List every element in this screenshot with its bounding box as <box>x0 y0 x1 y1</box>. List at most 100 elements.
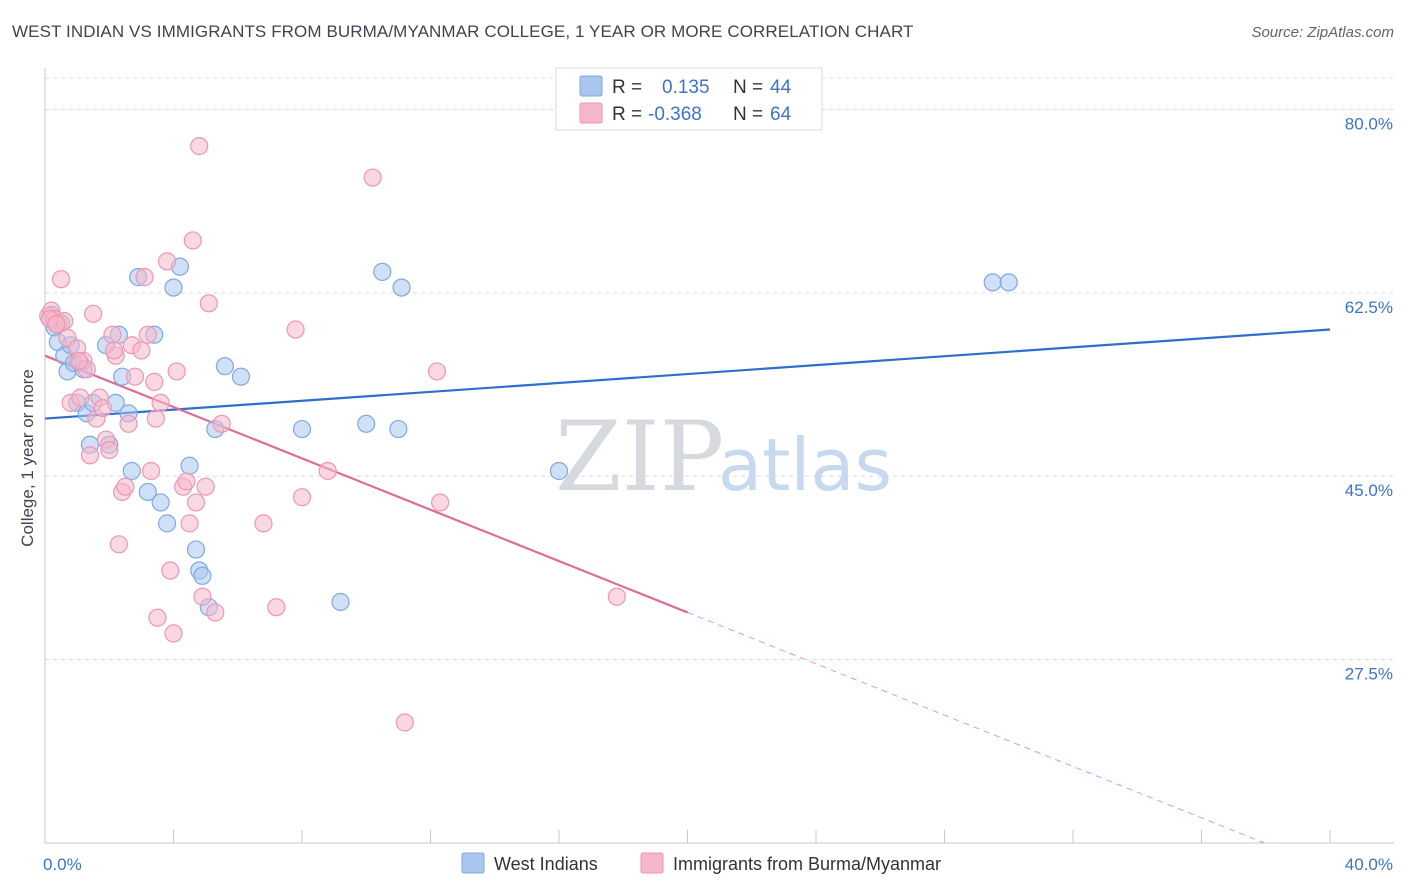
point-west-indians <box>357 414 376 433</box>
point-burma <box>206 603 225 622</box>
point-west-indians <box>186 540 206 559</box>
y-tick-label: 45.0% <box>1345 481 1393 500</box>
data-points <box>39 137 1018 732</box>
legend-n-label-2: N = <box>733 104 763 125</box>
legend-r-label-1: R = <box>612 77 642 98</box>
point-burma <box>71 388 90 407</box>
point-west-indians <box>373 262 392 281</box>
series-legend-swatch-burma <box>640 852 664 874</box>
point-burma <box>132 341 151 360</box>
point-burma <box>183 231 202 250</box>
point-burma <box>286 320 305 339</box>
point-west-indians <box>392 278 411 297</box>
y-tick-label: 62.5% <box>1345 298 1393 317</box>
point-burma <box>167 362 186 381</box>
point-burma <box>161 561 180 580</box>
point-burma <box>180 514 199 533</box>
legend-n-value-2: 64 <box>770 104 792 125</box>
point-west-indians <box>549 461 569 481</box>
legend-swatch-pink <box>579 102 603 124</box>
point-burma <box>51 270 71 289</box>
point-west-indians <box>999 273 1018 292</box>
legend-n-label-1: N = <box>733 77 763 98</box>
watermark: ZIP atlas <box>555 401 892 513</box>
trend-line-burma-extension <box>687 611 1265 844</box>
y-axis-label: College, 1 year or more <box>18 369 37 547</box>
trend-line-west-indians <box>44 328 1331 420</box>
point-burma <box>125 367 145 386</box>
point-west-indians <box>231 367 251 386</box>
x-tick-label: 40.0% <box>1345 855 1393 874</box>
point-burma <box>607 587 626 606</box>
point-burma <box>119 414 138 433</box>
point-west-indians <box>193 566 212 585</box>
point-burma <box>177 472 196 491</box>
chart-title: WEST INDIAN VS IMMIGRANTS FROM BURMA/MYA… <box>12 22 914 41</box>
point-burma <box>196 477 215 496</box>
x-tick-labels: 0.0% 40.0% <box>43 855 1393 874</box>
point-burma <box>80 446 100 465</box>
x-tick-label: 0.0% <box>43 855 82 874</box>
point-west-indians <box>164 278 183 297</box>
legend-r-value-1: 0.135 <box>662 77 710 98</box>
point-burma <box>212 414 231 433</box>
trend-lines <box>44 328 1331 844</box>
point-burma <box>100 440 119 460</box>
y-tick-labels: 27.5% 45.0% 62.5% 80.0% <box>1345 114 1393 683</box>
grid-lines <box>45 77 1394 661</box>
series-legend-burma: Immigrants from Burma/Myanmar <box>673 854 941 874</box>
point-burma <box>199 294 218 313</box>
watermark-atlas: atlas <box>718 423 892 507</box>
point-west-indians <box>151 493 170 512</box>
point-burma <box>318 461 337 481</box>
point-burma <box>267 598 286 617</box>
series-legend-swatch-west-indians <box>461 852 485 874</box>
point-west-indians <box>180 456 199 475</box>
point-burma <box>431 493 450 512</box>
point-burma <box>93 399 112 418</box>
point-burma <box>84 304 103 323</box>
point-burma <box>148 608 167 627</box>
legend-swatch-blue <box>579 75 603 97</box>
y-tick-label: 27.5% <box>1345 665 1393 684</box>
point-west-indians <box>331 592 350 612</box>
point-burma <box>254 514 273 533</box>
point-burma <box>157 252 177 271</box>
point-burma <box>151 393 170 412</box>
point-burma <box>109 535 128 554</box>
point-burma <box>141 461 161 481</box>
point-burma <box>190 137 209 156</box>
point-burma <box>427 362 447 381</box>
point-west-indians <box>122 461 141 481</box>
point-west-indians <box>157 514 177 533</box>
legend-r-value-2: -0.368 <box>648 104 702 125</box>
point-west-indians <box>983 273 1002 292</box>
point-burma <box>292 488 312 507</box>
point-burma <box>104 341 124 360</box>
point-west-indians <box>389 419 408 439</box>
axes <box>44 68 1394 844</box>
series-legend-west-indians: West Indians <box>494 854 598 874</box>
trend-line-burma <box>44 354 688 614</box>
series-legend: West Indians Immigrants from Burma/Myanm… <box>461 852 941 874</box>
point-burma <box>186 493 206 512</box>
point-west-indians <box>292 419 312 439</box>
source-label: Source: ZipAtlas.com <box>1251 24 1394 41</box>
point-burma <box>146 409 165 428</box>
y-tick-label: 80.0% <box>1345 114 1393 133</box>
point-burma <box>103 325 122 344</box>
point-burma <box>138 325 157 344</box>
point-west-indians <box>138 482 157 502</box>
correlation-legend: R = 0.135 N = 44 R = -0.368 N = 64 <box>555 67 823 131</box>
point-burma <box>69 351 88 371</box>
point-burma <box>145 372 164 392</box>
legend-n-value-1: 44 <box>770 77 792 98</box>
point-west-indians <box>215 357 234 376</box>
point-burma <box>193 587 212 606</box>
point-burma <box>164 624 183 643</box>
point-burma <box>395 713 414 732</box>
point-burma <box>363 168 382 187</box>
point-burma <box>135 268 154 287</box>
legend-r-label-2: R = <box>612 104 642 125</box>
